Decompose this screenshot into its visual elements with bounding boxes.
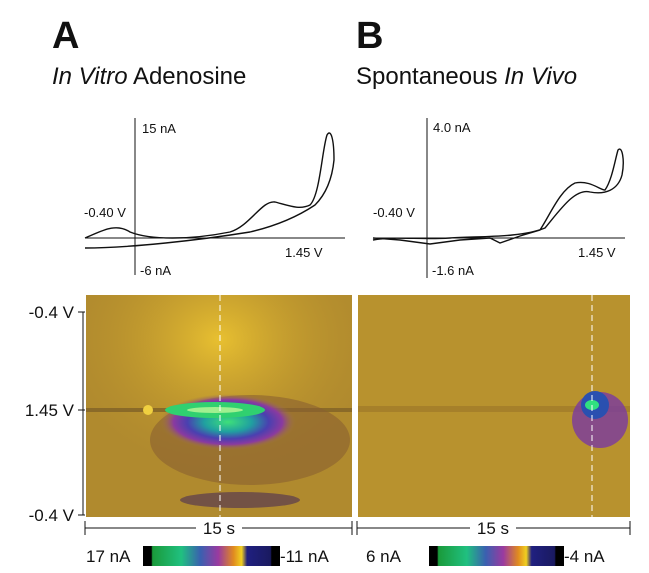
- voltammogram: 15 nA -0.40 V 1.45 V -6 nA: [84, 118, 345, 278]
- color-scale: 17 nA -11 nA 6 nA -4 nA: [86, 546, 605, 566]
- time-scale: 15 s 15 s: [84, 518, 631, 538]
- cv-label: -0.40 V: [84, 205, 126, 220]
- scale-label: -11 nA: [280, 547, 329, 566]
- cv-label: -0.40 V: [373, 205, 415, 220]
- panel-letter: B: [356, 15, 383, 57]
- panel-title: Spontaneous In Vivo: [356, 63, 577, 90]
- axis-label: -0.4 V: [29, 506, 75, 525]
- color-plot: [358, 295, 630, 517]
- panel-letter: A: [52, 15, 79, 57]
- time-label: 15 s: [203, 519, 235, 538]
- scale-label: 17 nA: [86, 547, 131, 566]
- potential-axis: -0.4 V 1.45 V -0.4 V: [25, 303, 85, 525]
- cv-label: 1.45 V: [578, 245, 616, 260]
- voltammogram: 4.0 nA -0.40 V 1.45 V -1.6 nA: [372, 118, 625, 278]
- panel-title: In Vitro Adenosine: [52, 63, 246, 90]
- cv-label: 15 nA: [142, 121, 176, 136]
- cv-label: -6 nA: [140, 263, 171, 278]
- axis-label: 1.45 V: [25, 401, 75, 420]
- time-label: 15 s: [477, 519, 509, 538]
- cv-label: -1.6 nA: [432, 263, 474, 278]
- cv-label: 1.45 V: [285, 245, 323, 260]
- scale-label: -4 nA: [564, 547, 605, 566]
- color-plot: [86, 295, 352, 517]
- cv-label: 4.0 nA: [433, 120, 471, 135]
- axis-label: -0.4 V: [29, 303, 75, 322]
- scale-label: 6 nA: [366, 547, 402, 566]
